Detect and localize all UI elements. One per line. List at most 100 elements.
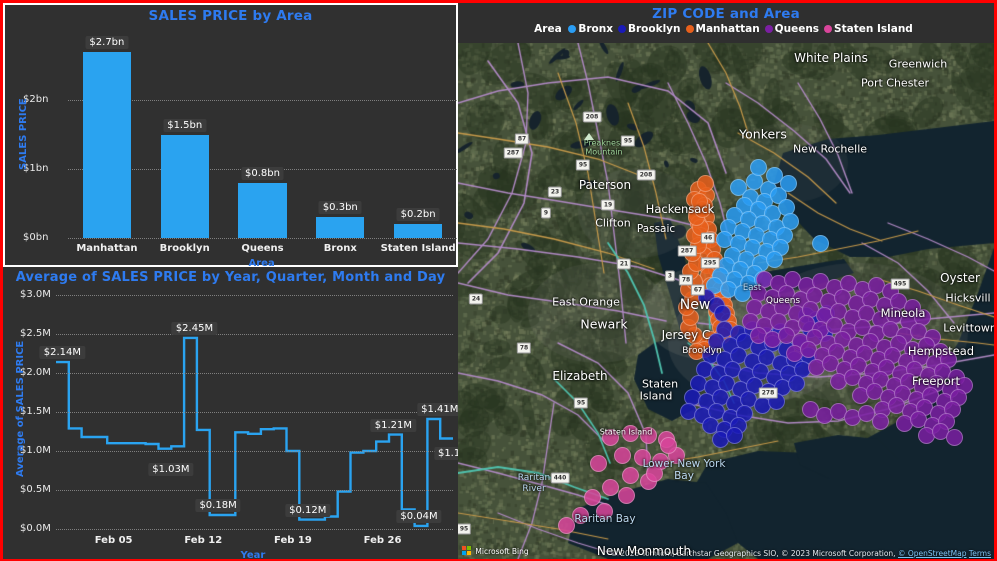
mountain-peak-icon [584,133,594,140]
terms-link[interactable]: Terms [968,549,991,558]
sales-price-by-area-panel[interactable]: SALES PRICE by Area $0bn $1bn $2bn $2.7bn Ma… [3,3,460,269]
map-bubble-bronx[interactable] [729,178,747,196]
bar-value-label: $1.5bn [163,118,207,132]
line-chart-plot-area[interactable]: $0.0M $0.5M $1.0M $1.5M $2.0M $2.5M $3.0M Feb 0… [3,267,480,561]
map-legend-title: Area [534,23,562,35]
map-route-shield: 95 [573,397,589,409]
bar[interactable] [82,52,132,238]
line-x-tick-label: Feb 12 [184,535,223,546]
bar-y-tick-label: $2bn [23,94,49,106]
line-y-tick-label: $1.0M [20,445,51,456]
map-bubble-queens[interactable] [857,404,875,422]
map-bubble-manhattan[interactable] [690,192,708,210]
map-title: ZIP CODE and Area [652,6,800,22]
bar-value-label: $2.7bn [85,36,129,50]
line-value-label: $0.18M [195,498,241,512]
map-bubble-staten-island[interactable] [621,466,639,484]
map-route-shield: 287 [677,245,697,257]
map-bubble-staten-island[interactable] [645,464,663,482]
map-route-shield: 495 [890,278,910,290]
line-gridline [56,412,453,413]
line-y-tick-label: $1.5M [20,406,51,417]
map-bubble-bronx[interactable] [765,250,783,268]
legend-label: Staten Island [834,23,913,35]
legend-swatch-icon [824,25,833,33]
bar[interactable] [160,134,209,238]
map-bubble-bronx[interactable] [733,284,751,302]
map-legend-item-staten-island[interactable]: Staten Island [824,23,913,35]
legend-label: Queens [774,23,820,35]
line-value-label: $1.41M [417,403,463,417]
map-bubble-staten-island[interactable] [601,428,619,446]
legend-swatch-icon [685,25,694,33]
map-bubble-bronx[interactable] [749,158,767,176]
bar-value-label: $0.8bn [241,166,284,180]
line-y-axis-title: Average of SALES PRICE [15,340,26,477]
map-bubble-brooklyn[interactable] [713,304,731,322]
bar[interactable] [316,217,365,238]
map-route-shield: 95 [620,135,636,147]
map-bubble-staten-island[interactable] [621,424,639,442]
bar[interactable] [238,182,287,238]
map-legend-item-queens[interactable]: Queens [764,23,820,35]
bar-category-label: Queens [241,243,284,254]
map-legend-item-bronx[interactable]: Bronx [568,23,613,35]
line-gridline [56,373,453,374]
map-route-shield: 67 [690,284,706,296]
map-bubble-bronx[interactable] [765,166,783,184]
map-bubble-staten-island[interactable] [639,426,657,444]
map-bubble-brooklyn[interactable] [787,374,805,392]
map-bubble-staten-island[interactable] [601,478,619,496]
map-bubble-bronx[interactable] [811,234,829,252]
map-canvas[interactable]: Microsoft Bing © 2023 TomTom, Earthstar … [458,43,994,559]
map-bubble-staten-island[interactable] [595,502,613,520]
map-bubble-staten-island[interactable] [659,436,677,454]
bar-chart-plot-area[interactable]: $0bn $1bn $2bn $2.7bn Manhattan $1.5bn Brookly… [5,5,460,269]
map-bubble-brooklyn[interactable] [725,426,743,444]
map-route-shield: 208 [636,169,656,181]
map-bubble-staten-island[interactable] [613,446,631,464]
step-line-series[interactable] [56,336,453,528]
map-bubble-staten-island[interactable] [589,454,607,472]
map-bubble-manhattan[interactable] [696,174,714,192]
map-bubble-queens[interactable] [945,428,963,446]
legend-swatch-icon [764,25,773,33]
average-sales-price-timeseries-panel[interactable]: Average of SALES PRICE by Year, Quarter,… [3,267,480,561]
zip-code-and-area-map-panel[interactable]: ZIP CODE and Area Area Bronx Brooklyn Manh… [458,3,994,559]
map-legend[interactable]: Area Bronx Brooklyn Manhattan Queens Staten … [458,23,994,35]
line-value-label: $2.14M [39,346,86,360]
legend-swatch-icon [568,25,577,33]
line-y-tick-label: $3.0M [20,289,51,300]
map-attribution: © 2023 TomTom, Earthstar Geographics SIO… [610,549,991,558]
line-x-tick-label: Feb 05 [94,535,133,546]
bar-category-label: Manhattan [76,243,138,254]
line-y-tick-label: $0.0M [20,523,51,534]
map-route-shield: 287 [503,147,523,159]
bar[interactable] [393,224,443,238]
legend-label: Brooklyn [627,23,681,35]
map-bubble-bronx[interactable] [779,174,797,192]
openstreetmap-link[interactable]: © OpenStreetMap [897,549,967,558]
map-bubble-staten-island[interactable] [617,486,635,504]
map-route-shield: 3 [664,270,676,282]
bar-value-label: $0.3bn [318,201,362,215]
map-bubble-queens[interactable] [871,412,889,430]
bar-x-axis-title: Area [248,258,275,269]
line-gridline [56,295,453,296]
bar-category-label: Bronx [323,243,357,254]
map-bubble-staten-island[interactable] [583,488,601,506]
line-gridline [56,334,453,335]
line-y-tick-label: $2.5M [20,328,51,339]
line-gridline [56,451,453,452]
map-legend-item-manhattan[interactable]: Manhattan [685,23,760,35]
map-bubble-staten-island[interactable] [571,506,589,524]
map-bubble-staten-island[interactable] [557,516,575,534]
bar-gridline [68,238,457,239]
bing-logo-text: Microsoft Bing [475,547,529,556]
map-bubble-staten-island[interactable] [633,448,651,466]
bing-logo: Microsoft Bing [462,546,529,556]
map-route-shield: 23 [547,186,563,198]
map-legend-item-brooklyn[interactable]: Brooklyn [617,23,681,35]
line-value-label: $0.04M [396,509,442,523]
